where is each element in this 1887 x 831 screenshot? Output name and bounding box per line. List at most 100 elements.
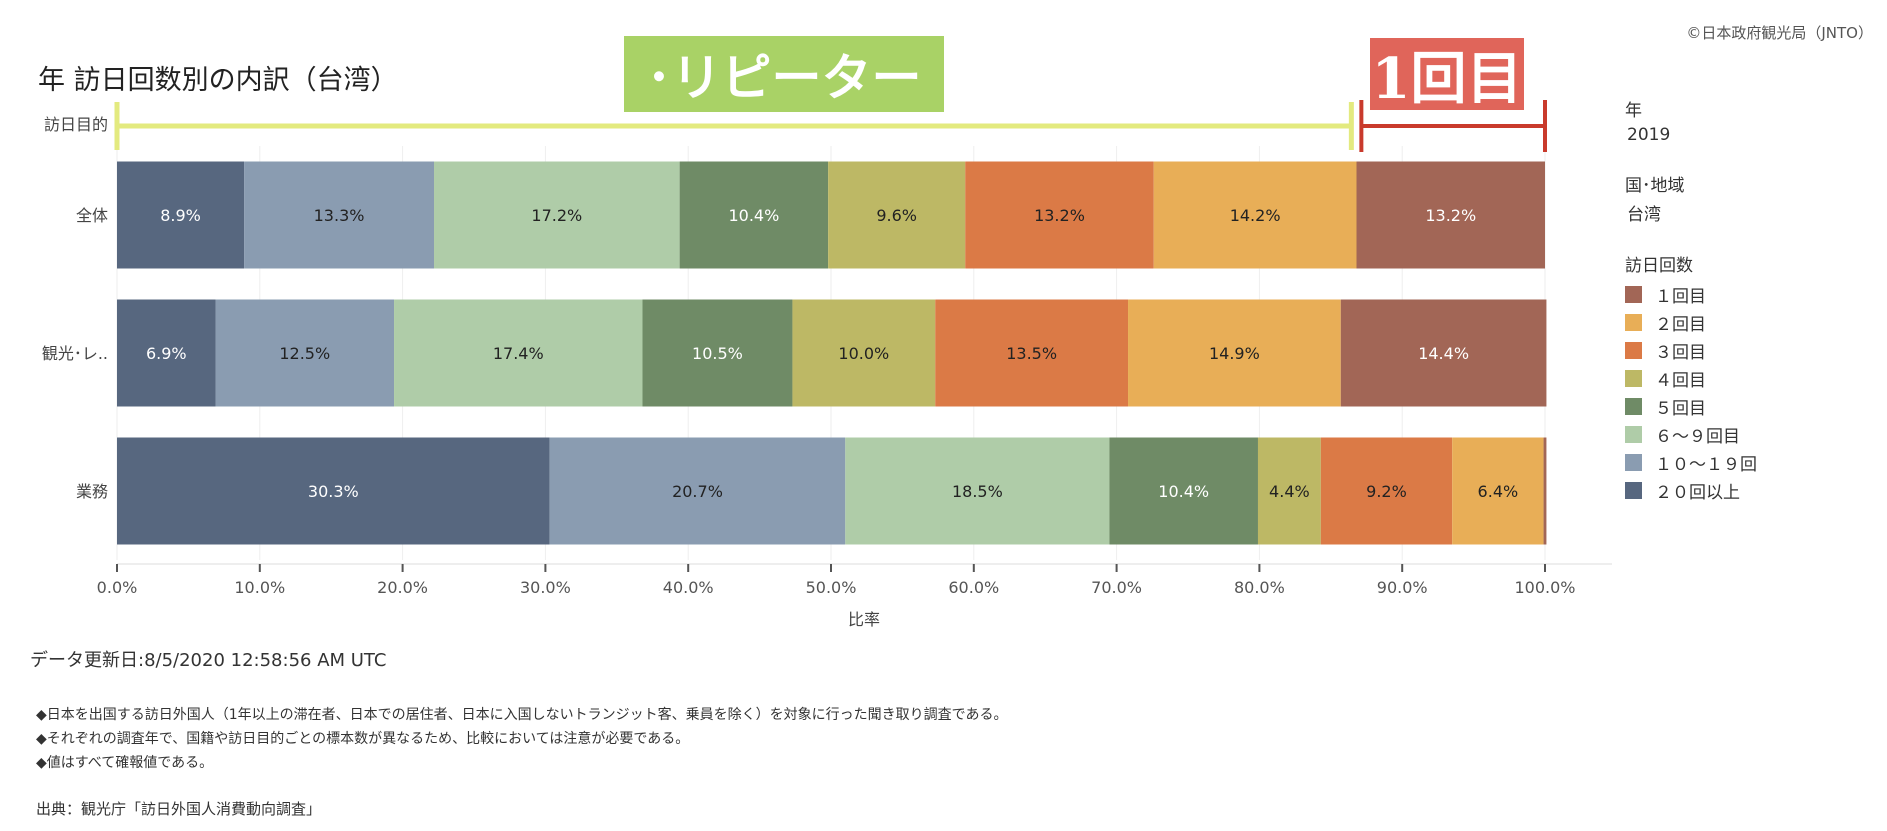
legend-item[interactable]: ６～９回目 [1625, 420, 1865, 448]
legend-item[interactable]: ４回目 [1625, 364, 1865, 392]
legend-swatch [1625, 453, 1642, 471]
data-label: 30.3% [308, 482, 359, 501]
category-label: 観光･レ.. [42, 344, 108, 363]
year-filter-label: 年 [1625, 101, 1642, 121]
visit-count-legend: 訪日回数 １回目 ２回目 ３回目 ４回目 ５回目 ６～９回目 １０～１９回 ２０回以上 [1625, 251, 1865, 504]
legend-item[interactable]: １０～１９回 [1625, 448, 1865, 476]
legend-item[interactable]: ３回目 [1625, 336, 1865, 364]
data-label: 9.2% [1366, 482, 1407, 501]
data-label: 17.4% [493, 344, 544, 363]
bar-segment [1452, 437, 1544, 545]
bar-segment [1257, 437, 1321, 545]
data-label: 4.4% [1269, 482, 1310, 501]
legend-label: ６～９回目 [1655, 426, 1740, 447]
bar-segment [1153, 161, 1357, 269]
bar-segment [1320, 437, 1453, 545]
legend-label: １回目 [1655, 286, 1706, 307]
row-header-label: 訪日目的 [44, 115, 108, 134]
x-tick-label: 90.0% [1377, 578, 1428, 597]
notes: ◆日本を出国する訪日外国人（1年以上の滞在者、日本での居住者、日本に入国しないト… [36, 703, 1008, 775]
country-filter-label: 国･地域 [1625, 176, 1685, 196]
chart-title: 年 訪日回数別の内訳（台湾） [38, 65, 398, 96]
bar-segment [117, 437, 550, 545]
bar-segment [244, 161, 435, 269]
legend-items: １回目 ２回目 ３回目 ４回目 ５回目 ６～９回目 １０～１９回 ２０回以上 [1625, 280, 1865, 504]
legend-label: ２０回以上 [1655, 482, 1740, 503]
bar-segment [828, 161, 966, 269]
note-line: ◆日本を出国する訪日外国人（1年以上の滞在者、日本での居住者、日本に入国しないト… [36, 707, 1008, 723]
bar-segment [1340, 299, 1547, 407]
data-label: 18.5% [952, 482, 1003, 501]
category-label: 全体 [76, 206, 108, 225]
bar-segment [935, 299, 1129, 407]
bar-segment [394, 299, 643, 407]
source-text: 出典：観光庁「訪日外国人消費動向調査」 [36, 800, 322, 818]
legend-swatch [1625, 369, 1642, 387]
data-label: 13.3% [314, 206, 365, 225]
category-label: 業務 [76, 482, 108, 501]
first-visit-banner: 1回目 [1368, 36, 1526, 112]
legend-item[interactable]: １回目 [1625, 280, 1865, 308]
data-label: 8.9% [160, 206, 201, 225]
year-filter-value: 2019 [1627, 125, 1671, 145]
year-filter[interactable]: 年 2019 [1625, 96, 1865, 145]
legend-title: 訪日回数 [1625, 256, 1693, 276]
data-label: 10.5% [692, 344, 743, 363]
legend-item[interactable]: ２回目 [1625, 308, 1865, 336]
legend-swatch [1625, 285, 1642, 303]
copyright-text: ©日本政府観光局（JNTO） [1686, 24, 1873, 42]
bar-segment [549, 437, 846, 545]
note-line: ◆値はすべて確報値である。 [36, 755, 214, 771]
data-label: 13.5% [1006, 344, 1057, 363]
bar-segment [642, 299, 793, 407]
legend-label: ３回目 [1655, 342, 1706, 363]
data-label: 10.4% [728, 206, 779, 225]
bar-segment [679, 161, 829, 269]
filter-legend-panel: 年 2019 国･地域 台湾 訪日回数 １回目 ２回目 ３回目 ４回目 ５回目 ６～９回目… [1625, 96, 1865, 504]
x-axis-title: 比率 [848, 610, 880, 629]
bar-segment [845, 437, 1110, 545]
data-label: 10.4% [1158, 482, 1209, 501]
bar-segment [1128, 299, 1341, 407]
note-line: ◆それぞれの調査年で、国籍や訪日目的ごとの標本数が異なるため、比較においては注意… [36, 731, 690, 747]
x-tick-label: 20.0% [377, 578, 428, 597]
data-label: 12.5% [279, 344, 330, 363]
x-tick-label: 80.0% [1234, 578, 1285, 597]
bar-segment [965, 161, 1154, 269]
country-filter[interactable]: 国･地域 台湾 [1625, 171, 1865, 225]
x-tick-label: 50.0% [806, 578, 857, 597]
bar-segment [1109, 437, 1258, 545]
x-tick-label: 30.0% [520, 578, 571, 597]
x-tick-label: 10.0% [234, 578, 285, 597]
legend-swatch [1625, 481, 1642, 499]
legend-swatch [1625, 425, 1642, 443]
bar-segment [792, 299, 936, 407]
data-label: 6.9% [146, 344, 187, 363]
x-tick-label: 70.0% [1091, 578, 1142, 597]
legend-label: ５回目 [1655, 398, 1706, 419]
data-label: 14.2% [1230, 206, 1281, 225]
x-tick-label: 0.0% [97, 578, 138, 597]
bar-segment [117, 161, 245, 269]
bar-segment [1543, 437, 1547, 545]
repeater-banner: ･リピーター [624, 36, 944, 112]
x-tick-label: 40.0% [663, 578, 714, 597]
x-tick-label: 60.0% [948, 578, 999, 597]
data-label: 13.2% [1425, 206, 1476, 225]
data-label: 14.4% [1418, 344, 1469, 363]
bar-segment [434, 161, 680, 269]
data-label: 17.2% [531, 206, 582, 225]
data-label: 9.6% [876, 206, 917, 225]
bar-segment [215, 299, 395, 407]
legend-swatch [1625, 397, 1642, 415]
country-filter-value: 台湾 [1627, 205, 1661, 225]
legend-label: １０～１９回 [1655, 454, 1757, 475]
legend-item[interactable]: ５回目 [1625, 392, 1865, 420]
x-tick-label: 100.0% [1514, 578, 1575, 597]
data-updated-text: データ更新日:8/5/2020 12:58:56 AM UTC [30, 650, 387, 671]
data-label: 10.0% [838, 344, 889, 363]
legend-label: ２回目 [1655, 314, 1706, 335]
data-label: 20.7% [672, 482, 723, 501]
bar-segment [117, 299, 216, 407]
legend-item[interactable]: ２０回以上 [1625, 476, 1865, 504]
